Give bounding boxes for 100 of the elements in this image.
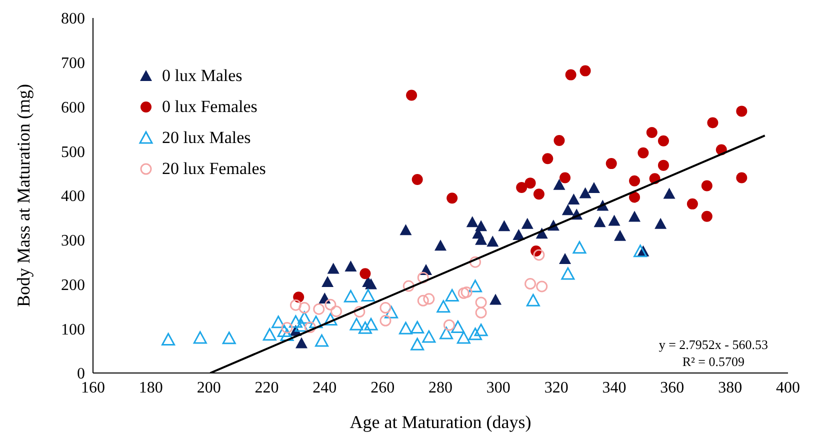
x-tick-label: 220 xyxy=(254,379,279,396)
y-tick-label: 300 xyxy=(61,232,85,250)
point xyxy=(436,300,450,313)
point xyxy=(475,306,487,318)
point xyxy=(294,319,308,332)
point xyxy=(400,224,412,236)
point xyxy=(406,90,418,101)
point xyxy=(309,316,323,328)
point xyxy=(629,192,640,203)
y-tick-label: 100 xyxy=(61,321,85,338)
point xyxy=(344,290,358,302)
point xyxy=(364,318,378,330)
x-tick-label: 180 xyxy=(138,379,163,396)
y-axis-title: Body Mass at Maturation (mg) xyxy=(13,84,34,307)
point xyxy=(410,338,424,350)
y-tick-label: 700 xyxy=(61,55,85,72)
point xyxy=(402,280,414,292)
point xyxy=(417,294,429,306)
point xyxy=(344,260,357,272)
point xyxy=(608,214,620,226)
x-tick-label: 300 xyxy=(486,379,510,396)
point xyxy=(412,174,423,186)
point xyxy=(304,322,316,334)
point xyxy=(568,193,580,204)
point xyxy=(451,320,465,334)
y-tick-label: 800 xyxy=(61,10,85,28)
point xyxy=(658,135,669,146)
point xyxy=(663,188,676,199)
point xyxy=(629,175,640,186)
point xyxy=(554,134,565,146)
point xyxy=(614,230,626,241)
point xyxy=(288,315,302,328)
point xyxy=(298,302,310,314)
point xyxy=(330,306,342,318)
point xyxy=(380,314,392,326)
legend-label: 0 lux Females xyxy=(162,96,258,116)
point xyxy=(360,268,371,280)
legend-label: 20 lux Males xyxy=(162,128,251,148)
point xyxy=(553,178,566,190)
x-axis-title: Age at Maturation (days) xyxy=(350,412,532,432)
point xyxy=(350,318,364,330)
point xyxy=(277,324,291,338)
point xyxy=(358,321,372,334)
x-tick-label: 240 xyxy=(312,379,337,396)
point xyxy=(524,278,536,290)
point xyxy=(361,289,375,302)
point xyxy=(384,306,398,318)
point xyxy=(365,278,377,290)
point xyxy=(324,298,336,310)
point xyxy=(542,153,554,164)
point xyxy=(474,324,488,336)
point xyxy=(410,320,424,334)
point xyxy=(380,302,392,314)
point xyxy=(580,65,591,76)
point xyxy=(460,286,472,298)
point xyxy=(290,299,302,311)
point xyxy=(588,182,600,193)
point xyxy=(162,332,176,346)
point xyxy=(446,192,458,204)
point xyxy=(572,241,586,254)
point xyxy=(475,296,487,308)
legend-label: 20 lux Females xyxy=(162,158,266,178)
point xyxy=(686,198,698,210)
point xyxy=(533,249,545,261)
point xyxy=(322,276,334,288)
x-tick-label: 260 xyxy=(370,379,395,396)
point xyxy=(562,204,574,216)
point xyxy=(536,280,548,292)
point xyxy=(222,332,236,344)
y-tick-label: 600 xyxy=(61,99,85,116)
y-tick-label: 200 xyxy=(61,276,85,294)
point xyxy=(486,236,499,247)
point xyxy=(524,178,536,189)
point xyxy=(423,293,435,305)
point xyxy=(315,334,329,347)
point xyxy=(498,220,510,232)
x-tick-label: 400 xyxy=(776,379,800,396)
point xyxy=(417,272,429,284)
point xyxy=(298,311,312,324)
point xyxy=(707,117,718,128)
x-tick-label: 340 xyxy=(602,379,626,396)
x-tick-label: 200 xyxy=(196,379,221,396)
point xyxy=(638,147,649,158)
point xyxy=(456,331,470,344)
point xyxy=(634,244,648,258)
point xyxy=(262,328,276,341)
point xyxy=(354,306,366,318)
point xyxy=(281,322,293,334)
point xyxy=(280,328,294,342)
point xyxy=(701,210,712,222)
point xyxy=(646,126,658,138)
point xyxy=(606,158,617,170)
point xyxy=(434,240,446,251)
point xyxy=(440,326,454,340)
point xyxy=(458,287,470,299)
point xyxy=(324,313,338,326)
point xyxy=(512,228,525,240)
point xyxy=(445,289,459,302)
point xyxy=(533,188,544,200)
point xyxy=(516,182,528,194)
